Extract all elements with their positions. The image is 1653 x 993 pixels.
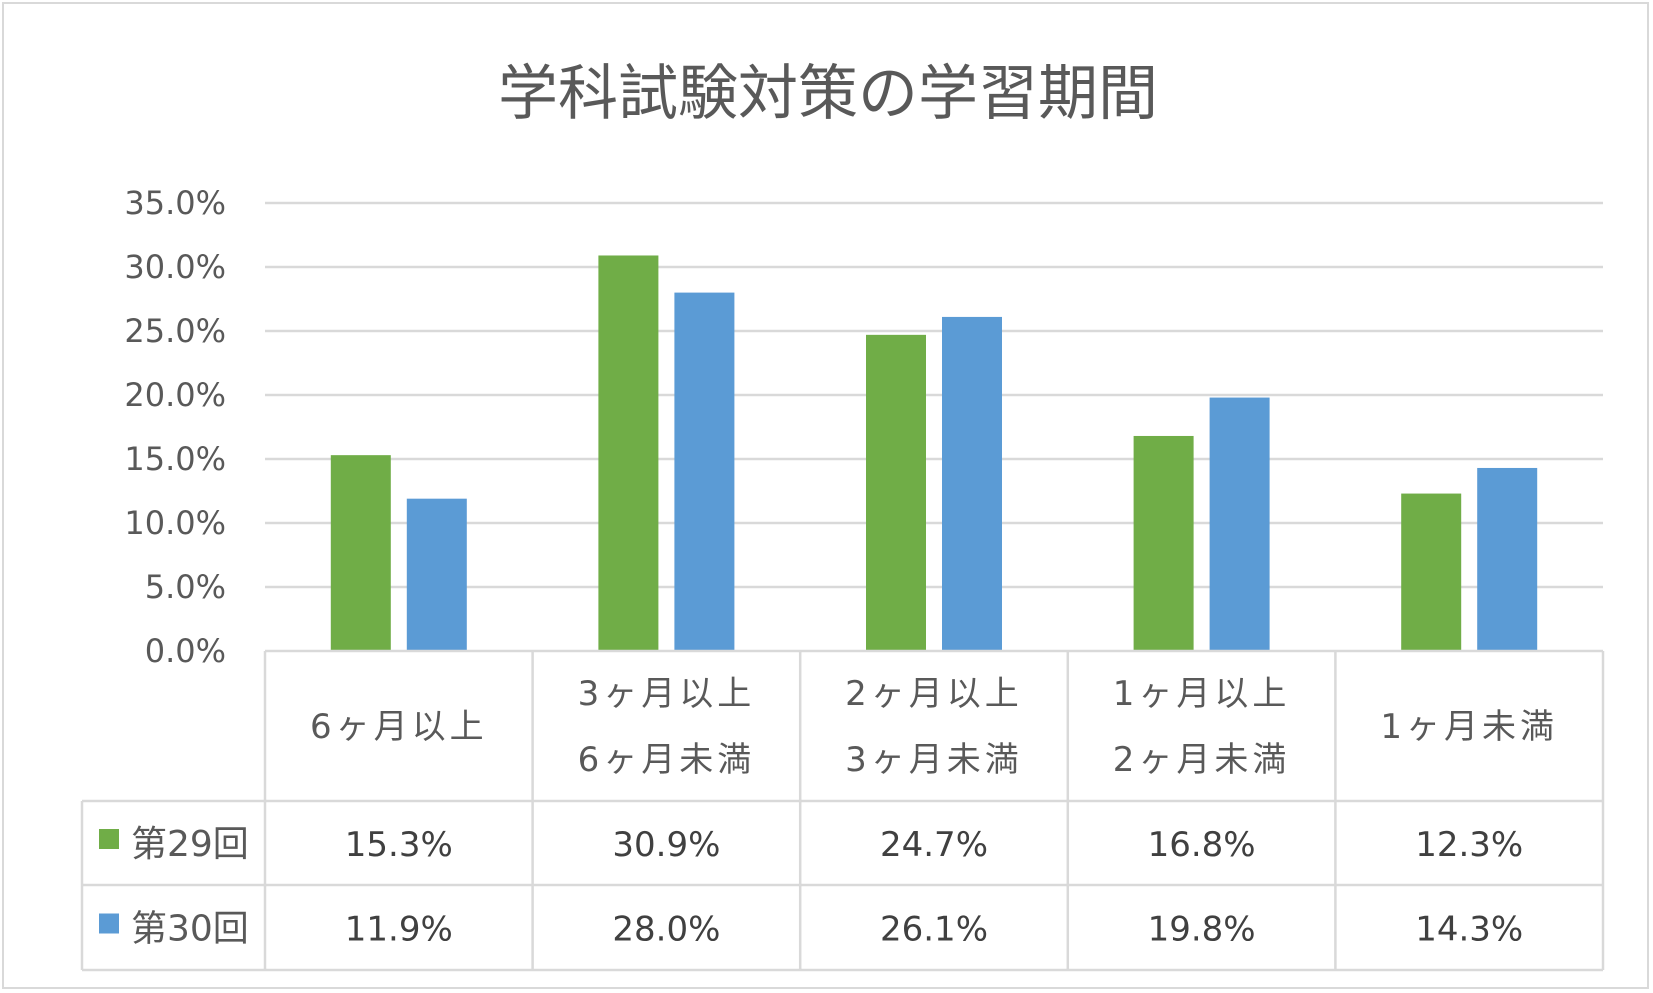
category-label: 3ヶ月以上 bbox=[578, 674, 756, 714]
bar-2-1 bbox=[406, 498, 467, 651]
bar-2-5 bbox=[1477, 467, 1538, 651]
chart-svg: 学科試験対策の学習期間 0.0% 5.0% 10.0% 15.0% 20.0% 25.0%… bbox=[80, 59, 1605, 972]
data-table-value: 12.3% bbox=[1415, 825, 1523, 865]
data-table-value: 19.8% bbox=[1148, 910, 1256, 950]
data-table-value: 11.9% bbox=[345, 910, 453, 950]
data-table-value: 28.0% bbox=[612, 910, 720, 950]
chart-title: 学科試験対策の学習期間 bbox=[498, 59, 1158, 129]
legend-label-2: 第30回 bbox=[131, 909, 249, 950]
bar-2-3 bbox=[942, 316, 1002, 651]
data-table-value: 15.3% bbox=[345, 825, 453, 865]
y-tick-label: 15.0% bbox=[124, 440, 226, 478]
data-table-value: 16.8% bbox=[1148, 825, 1256, 865]
category-label: 1ヶ月以上 bbox=[1113, 674, 1291, 714]
y-tick-label: 20.0% bbox=[124, 376, 226, 414]
y-tick-label: 10.0% bbox=[124, 504, 226, 542]
gridlines bbox=[265, 201, 1603, 589]
bar-1-3 bbox=[866, 334, 926, 651]
data-table-value: 14.3% bbox=[1415, 910, 1523, 950]
data-table-value: 24.7% bbox=[880, 825, 988, 865]
data-table: 6ヶ月以上 3ヶ月以上 6ヶ月未満 2ヶ月以上 3ヶ月未満 1ヶ月以上 2ヶ月未満 1ヶ月未満… bbox=[80, 649, 1605, 972]
data-table-value: 30.9% bbox=[612, 825, 720, 865]
y-tick-label: 25.0% bbox=[124, 312, 226, 350]
bar-2-4 bbox=[1209, 397, 1270, 651]
legend-key-1 bbox=[99, 829, 119, 849]
bars bbox=[330, 255, 1538, 652]
legend-label-1: 第29回 bbox=[131, 824, 249, 865]
bar-1-2 bbox=[598, 255, 659, 652]
category-label: 2ヶ月以上 bbox=[845, 674, 1023, 714]
category-label: 6ヶ月以上 bbox=[310, 707, 488, 747]
y-tick-label: 0.0% bbox=[145, 632, 226, 670]
y-axis-ticks: 0.0% 5.0% 10.0% 15.0% 20.0% 25.0% 30.0% 35.0% bbox=[124, 184, 226, 670]
legend-key-2 bbox=[99, 913, 119, 934]
bar-1-4 bbox=[1133, 435, 1194, 651]
bar-1-1 bbox=[330, 455, 391, 651]
category-label: 6ヶ月未満 bbox=[578, 740, 756, 780]
y-tick-label: 35.0% bbox=[124, 184, 226, 222]
category-label: 3ヶ月未満 bbox=[845, 740, 1023, 780]
category-label: 2ヶ月未満 bbox=[1113, 740, 1291, 780]
y-tick-label: 30.0% bbox=[124, 248, 226, 286]
category-label: 1ヶ月未満 bbox=[1380, 707, 1558, 747]
data-table-value: 26.1% bbox=[880, 910, 988, 950]
bar-1-5 bbox=[1401, 493, 1462, 651]
bar-2-2 bbox=[674, 292, 735, 651]
y-tick-label: 5.0% bbox=[145, 568, 226, 606]
